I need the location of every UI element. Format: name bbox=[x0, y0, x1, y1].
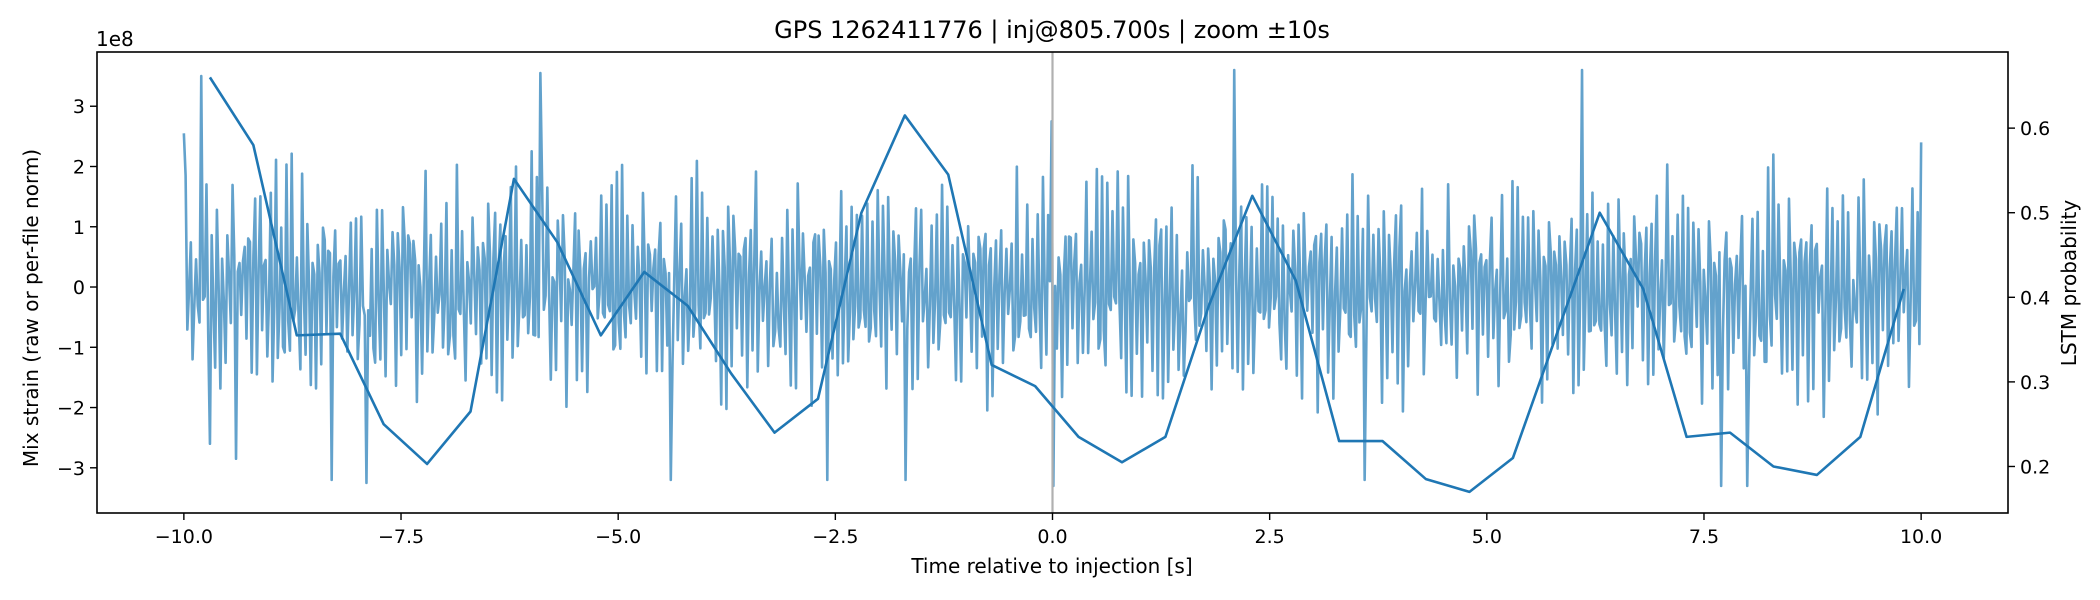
y-left-tick-label: −2 bbox=[57, 398, 85, 420]
x-tick-label: −7.5 bbox=[378, 526, 424, 548]
x-tick-label: −2.5 bbox=[812, 526, 858, 548]
y-left-tick-label: −3 bbox=[57, 458, 85, 480]
y-left-tick-label: 1 bbox=[73, 217, 85, 239]
y-axis-offset-label: 1e8 bbox=[96, 27, 134, 51]
y-right-tick-label: 0.6 bbox=[2020, 118, 2050, 140]
x-tick-label: 10.0 bbox=[1900, 526, 1942, 548]
y-left-tick-label: 0 bbox=[73, 277, 85, 299]
y-axis-right-label: LSTM probability bbox=[2057, 200, 2081, 367]
y-left-tick-label: 2 bbox=[73, 156, 85, 178]
x-tick-label: 2.5 bbox=[1255, 526, 1285, 548]
y-left-tick-label: −1 bbox=[57, 337, 85, 359]
y-right-tick-label: 0.3 bbox=[2020, 372, 2050, 394]
x-tick-label: −10.0 bbox=[155, 526, 213, 548]
x-tick-label: 0.0 bbox=[1037, 526, 1067, 548]
x-tick-label: 7.5 bbox=[1689, 526, 1719, 548]
chart-title: GPS 1262411776 | inj@805.700s | zoom ±10… bbox=[774, 16, 1330, 44]
y-right-tick-label: 0.4 bbox=[2020, 287, 2050, 309]
probability-series-line bbox=[208, 76, 1906, 494]
y-right-tick-label: 0.5 bbox=[2020, 203, 2050, 225]
x-tick-label: 5.0 bbox=[1472, 526, 1502, 548]
y-right-tick-label: 0.2 bbox=[2020, 456, 2050, 478]
plot-area: −10.0 −7.5 −5.0 −2.5 0.0 2.5 5.0 7.5 10.0 −3 −2 −1 0… bbox=[57, 51, 2050, 548]
y-left-tick-label: 3 bbox=[73, 96, 85, 118]
x-axis-label: Time relative to injection [s] bbox=[910, 554, 1192, 578]
y-axis-left-label: Mix strain (raw or per-file norm) bbox=[19, 149, 43, 467]
x-tick-label: −5.0 bbox=[595, 526, 641, 548]
